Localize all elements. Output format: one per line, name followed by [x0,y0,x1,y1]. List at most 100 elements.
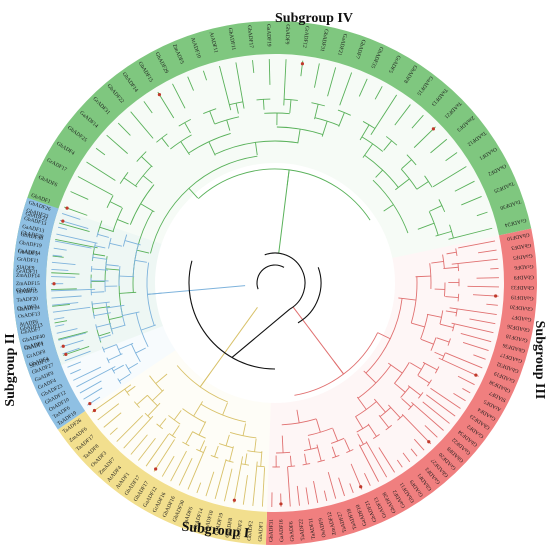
branch-line [413,438,425,451]
branch-line [338,112,345,127]
leaf-marker [92,408,97,413]
branch-line [51,288,77,290]
branch-line [222,402,228,416]
branch-line [103,344,117,350]
leaf-label: ZmADF14 [16,273,40,280]
clade-arc [182,408,206,423]
branch-line [460,332,492,343]
branch-line [473,354,486,360]
branch-line [142,175,153,184]
branch-line [313,480,319,503]
branch-line [281,435,284,453]
branch-line [136,394,148,405]
clade-arc [276,451,291,454]
branch-line [143,101,153,114]
leaf-label: GhADF19 [214,512,225,536]
leaf-label: GrADF24 [504,217,527,228]
leaf-label: GhADF40 [22,333,46,344]
leaf-label: GrADF12 [301,26,310,49]
branch-line [289,455,292,467]
branch-line [51,269,69,271]
branch-line [171,425,180,436]
branch-line [109,427,118,435]
branch-line [252,60,255,73]
branch-line [424,425,438,438]
leaf-label: GrADF11 [17,256,39,264]
branch-line [297,128,301,144]
leaf-label: GhADF36 [502,342,526,354]
branch-line [136,249,150,254]
branch-line [172,83,186,109]
leaf-label: AtADF6 [19,319,39,328]
tree-branches [50,59,499,507]
branch-line [304,453,307,465]
backbone-arc [264,252,306,310]
branch-line [454,180,475,192]
branch-line [109,242,123,247]
branch-line [370,94,398,135]
leaf-label: GaADF21 [336,33,348,57]
branch-line [51,261,76,265]
branch-line [92,301,110,305]
branch-line [327,67,337,97]
clade-arc [109,323,114,335]
branch-line [184,122,191,134]
branch-line [55,324,65,327]
leaf-label: GhADF9 [284,24,291,45]
branch-line [431,261,444,264]
leaf-label: GbADF13 [23,216,47,228]
branch-line [411,401,444,431]
subgroup-iv-title: Subgroup IV [275,11,353,26]
branch-line [417,222,435,230]
branch-line [105,268,120,271]
branch-line [402,452,411,463]
branch-line [451,322,494,334]
branch-line [61,213,81,220]
branch-line [486,303,498,306]
leaf-marker [52,282,56,286]
clade-arc [434,366,440,374]
leaf-label: OsADF2 [17,304,37,312]
branch-line [59,222,90,232]
branch-line [140,203,155,213]
branch-line [445,352,483,369]
leaf-label: ZmADF12 [327,511,338,536]
branch-line [436,337,450,343]
clade-arc [264,112,290,115]
branch-line [453,392,466,402]
branch-line [116,415,144,442]
clade-arc [346,449,354,454]
branch-line [159,418,167,427]
branch-line [426,394,456,417]
branch-line [378,414,390,428]
branch-line [358,444,379,482]
leaf-marker [61,344,65,348]
branch-line [476,277,499,279]
branch-line [53,247,67,251]
branch-line [106,134,128,154]
branch-line [52,303,70,307]
clade-arc [331,454,340,459]
leaf-label: GrADF11 [16,268,38,275]
clade-arc [214,116,240,125]
branch-line [374,86,383,100]
clade-arc [439,310,444,325]
branch-line [283,59,287,106]
branch-line [305,487,310,505]
clade-arc [132,244,139,277]
leaf-label: GbADF6 [289,521,296,542]
branch-line [57,226,68,230]
branch-line [70,368,81,375]
branch-line [51,288,96,292]
branch-line [426,313,442,318]
leaf-label: GbADF7 [20,326,41,336]
leaf-marker [64,352,68,357]
branch-line [52,255,64,258]
clade-arc [105,259,108,271]
leaf-label: GbADF5 [17,249,38,257]
branch-line [413,126,436,148]
branch-line [415,275,431,278]
branch-line [52,254,62,257]
subgroup-ii-title: Subgroup II [3,333,18,406]
branch-line [52,302,79,306]
